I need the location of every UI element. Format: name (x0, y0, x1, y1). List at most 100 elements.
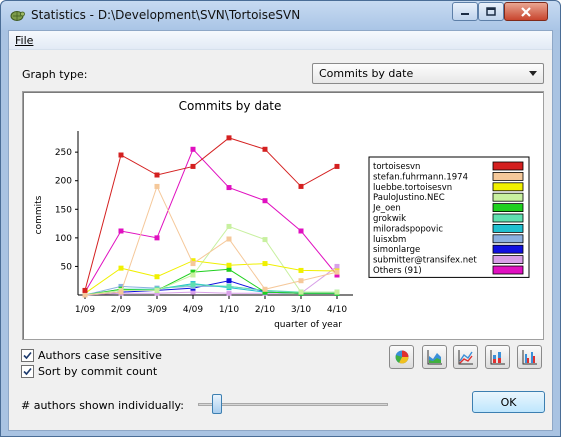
legend-label: Others (91) (373, 266, 422, 276)
data-point (154, 172, 160, 178)
data-point (262, 198, 268, 204)
data-point (118, 265, 124, 271)
chart-title: Commits by date (179, 99, 282, 113)
x-tick-label: 1/10 (219, 305, 239, 315)
close-icon (521, 6, 531, 17)
stacked-bar-chart-button[interactable] (485, 345, 510, 369)
stacked-area-chart-button[interactable] (453, 345, 478, 369)
y-tick-label: 100 (55, 234, 72, 244)
legend-label: simonlarge (373, 245, 420, 255)
data-point (334, 163, 340, 169)
data-point (154, 235, 160, 241)
data-point (298, 267, 304, 273)
data-point (154, 274, 160, 280)
menu-bar: File (9, 31, 552, 50)
data-point (190, 163, 196, 169)
authors-case-sensitive-option[interactable]: Authors case sensitive (21, 349, 162, 362)
sort-by-commit-count-option[interactable]: Sort by commit count (21, 365, 157, 378)
x-tick-label: 2/10 (255, 305, 275, 315)
pie-chart-icon (395, 350, 409, 364)
minimize-button[interactable] (452, 2, 478, 21)
legend-swatch (492, 172, 524, 181)
bar-chart-icon (522, 350, 537, 365)
series-line (84, 260, 338, 294)
ok-button-label: OK (500, 395, 517, 409)
data-point (262, 289, 268, 295)
data-point (298, 289, 304, 295)
maximize-icon (486, 6, 496, 16)
authors-case-sensitive-checkbox[interactable] (21, 349, 34, 362)
graph-type-selected: Commits by date (319, 67, 414, 80)
title-bar[interactable]: Statistics - D:\Development\SVN\Tortoise… (1, 1, 560, 30)
y-axis-label: commits (34, 195, 44, 234)
sort-by-commit-count-checkbox[interactable] (21, 365, 34, 378)
legend-label: miloradspopovic (373, 224, 443, 234)
data-point (118, 228, 124, 234)
sort-by-commit-count-label: Sort by commit count (38, 365, 158, 378)
legend-label: grokwik (373, 214, 406, 224)
data-point (154, 290, 160, 296)
chevron-down-icon (529, 71, 537, 76)
slider-thumb[interactable] (212, 394, 223, 414)
legend-swatch (492, 255, 524, 265)
data-point (334, 263, 340, 269)
graph-panel: Commits by date commits quarter of year 50 1… (22, 91, 544, 340)
minimize-icon (461, 12, 469, 15)
maximize-button[interactable] (478, 2, 504, 21)
data-point (226, 266, 232, 272)
x-tick-label: 2/09 (111, 305, 131, 315)
data-point (190, 146, 196, 152)
legend-swatch (492, 213, 524, 223)
series-line (84, 185, 338, 296)
data-point (118, 152, 124, 158)
data-point (190, 258, 196, 264)
data-point (226, 135, 232, 141)
data-point (226, 290, 232, 296)
ok-button[interactable]: OK (472, 391, 545, 413)
legend-swatch (492, 223, 524, 233)
legend-label: luisxbm (373, 235, 406, 245)
data-point (334, 269, 340, 275)
data-point (334, 289, 340, 295)
area-chart-icon (427, 350, 442, 365)
data-point (82, 292, 88, 298)
legend-swatch (492, 192, 524, 202)
graph-type-dropdown[interactable]: Commits by date (312, 63, 544, 84)
x-tick-label: 4/10 (327, 305, 347, 315)
data-point (298, 228, 304, 234)
data-point (262, 237, 268, 243)
data-point (190, 282, 196, 288)
legend-label: Je_oen (372, 204, 401, 214)
y-tick-label: 150 (55, 205, 72, 215)
data-point (226, 283, 232, 289)
series-line (84, 268, 337, 296)
data-point (298, 278, 304, 284)
data-point (226, 236, 232, 242)
data-point (226, 278, 232, 284)
menu-file[interactable]: File (15, 34, 33, 47)
series-line (84, 148, 338, 293)
close-button[interactable] (504, 2, 548, 21)
x-tick-label: 3/09 (147, 305, 167, 315)
series-line (84, 137, 338, 291)
legend-label: PauloJustino.NEC (373, 193, 445, 203)
data-point (118, 289, 124, 295)
bar-chart-button[interactable] (517, 345, 542, 369)
data-point (190, 269, 196, 275)
x-tick-label: 4/09 (183, 305, 203, 315)
legend-swatch (492, 265, 524, 275)
authors-case-sensitive-label: Authors case sensitive (38, 349, 162, 362)
data-point (334, 272, 340, 278)
stacked-area-chart-icon (458, 350, 473, 365)
authors-shown-slider[interactable] (192, 391, 392, 419)
legend-label: submitter@transifex.net (373, 256, 477, 266)
menu-file-label: File (15, 34, 34, 47)
tortoise-app-icon (10, 11, 25, 21)
area-chart-button[interactable] (422, 345, 447, 369)
data-point (262, 261, 268, 267)
pie-chart-button[interactable] (389, 345, 414, 369)
slider-track (198, 403, 388, 406)
data-point (82, 287, 88, 293)
data-point (118, 283, 124, 289)
